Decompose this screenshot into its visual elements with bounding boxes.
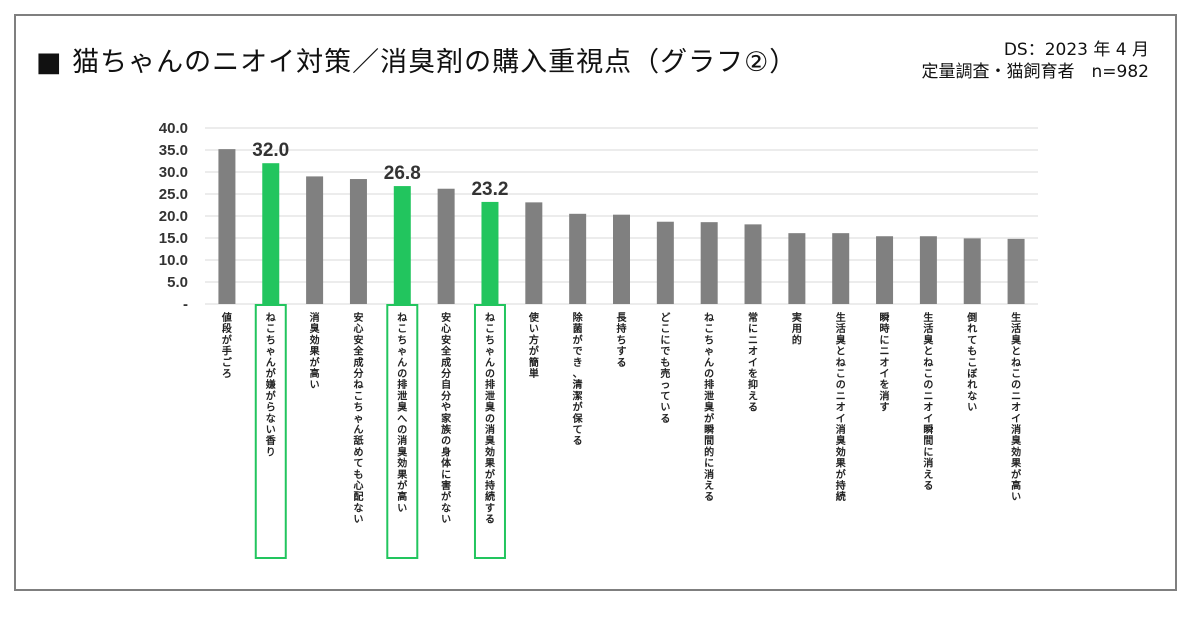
data-label: 26.8 <box>384 163 421 184</box>
category-label: 長持ちする <box>617 312 628 369</box>
y-tick-label: - <box>183 296 188 313</box>
y-tick-label: 15.0 <box>159 230 188 247</box>
category-label: 安心安全成分ねこちゃん舐めても心配ない <box>352 311 364 526</box>
bar <box>963 238 981 304</box>
category-label: 常にニオイを抑える <box>748 311 758 414</box>
source-note: DS：2023 年 4 月 定量調査・猫飼育者 n=982 <box>922 39 1149 83</box>
category-label: 使い方が簡単 <box>528 311 540 380</box>
bar <box>919 236 937 304</box>
y-tick-label: 5.0 <box>167 274 188 291</box>
y-tick-label: 25.0 <box>159 186 188 203</box>
category-label: 生活臭とねこのニオイ瞬間に消える <box>923 311 933 492</box>
bar <box>393 186 411 304</box>
category-label: 値段が手ごろ <box>221 311 233 380</box>
category-label: 実用的 <box>791 311 802 346</box>
data-label: 32.0 <box>252 140 289 161</box>
source-date: DS：2023 年 4 月 <box>1003 40 1149 60</box>
bar <box>349 179 367 304</box>
bar <box>656 221 674 304</box>
y-tick-label: 30.0 <box>159 164 188 181</box>
category-label: 倒れてもこぼれない <box>966 311 978 414</box>
bar <box>700 222 718 304</box>
chart-title: ■ 猫ちゃんのニオイ対策／消臭剤の購入重視点（グラフ②） <box>36 47 798 78</box>
bar <box>1007 238 1025 304</box>
bar <box>788 233 806 304</box>
data-label: 23.2 <box>471 179 508 200</box>
highlight-box <box>386 304 419 559</box>
chart-frame <box>14 14 1177 591</box>
y-tick-label: 20.0 <box>159 208 188 225</box>
bar <box>876 236 894 304</box>
category-label: 生活臭とねこのニオイ消臭効果が高い <box>1010 311 1022 503</box>
bar <box>744 224 762 304</box>
category-label: 除菌ができ、清潔が保てる <box>572 311 584 447</box>
category-label: 消臭効果が高い <box>309 311 321 391</box>
category-label: どこにでも売っている <box>660 311 670 425</box>
category-label: 安心安全成分自分や家族の身体に害がない <box>440 311 452 526</box>
bar <box>481 201 499 304</box>
bar <box>569 213 587 304</box>
highlight-box <box>254 304 287 559</box>
y-tick-label: 40.0 <box>159 120 188 137</box>
category-label: 生活臭とねこのニオイ消臭効果が持続 <box>835 311 847 503</box>
y-tick-label: 35.0 <box>159 142 188 159</box>
category-label: ねこちゃんの排泄臭への消臭効果が高い <box>396 312 408 514</box>
category-label: 瞬時にニオイを消す <box>880 311 890 414</box>
category-label: ねこちゃんの排泄臭が瞬間的に消える <box>704 312 715 503</box>
category-label: ねこちゃんの排泄臭の消臭効果が持続する <box>484 312 496 526</box>
bar <box>832 233 850 304</box>
bar <box>306 176 324 304</box>
bar <box>437 188 455 304</box>
bar <box>262 163 280 304</box>
bar <box>218 149 236 304</box>
sample-info: 定量調査・猫飼育者 n=982 <box>921 62 1149 82</box>
highlight-box <box>473 304 506 559</box>
category-label: ねこちゃんが嫌がらない香り <box>265 312 277 458</box>
y-tick-label: 10.0 <box>159 252 188 269</box>
bar <box>525 202 543 304</box>
bar <box>613 214 630 304</box>
